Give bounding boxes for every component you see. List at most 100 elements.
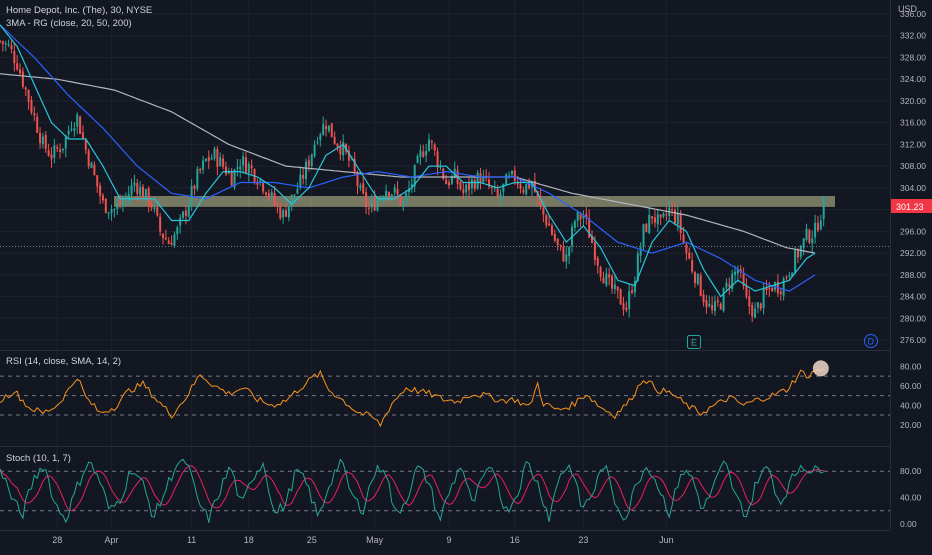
candle-body[interactable] xyxy=(153,207,156,209)
candle-body[interactable] xyxy=(282,210,285,218)
candle-body[interactable] xyxy=(313,144,316,157)
candle-body[interactable] xyxy=(159,216,162,232)
candle-body[interactable] xyxy=(61,148,64,151)
candle-body[interactable] xyxy=(187,205,190,217)
candle-body[interactable] xyxy=(459,182,462,190)
candle-body[interactable] xyxy=(762,288,765,309)
candle-body[interactable] xyxy=(742,274,745,287)
candle-body[interactable] xyxy=(482,175,485,183)
candle-body[interactable] xyxy=(496,188,499,197)
candle-body[interactable] xyxy=(582,215,585,219)
candle-body[interactable] xyxy=(247,163,250,174)
candle-body[interactable] xyxy=(184,210,187,216)
candle-body[interactable] xyxy=(50,154,53,160)
candle-body[interactable] xyxy=(210,157,213,160)
candle-body[interactable] xyxy=(119,202,122,205)
candle-body[interactable] xyxy=(330,123,333,138)
candle-body[interactable] xyxy=(267,193,270,197)
candle-body[interactable] xyxy=(33,113,36,116)
candle-body[interactable] xyxy=(779,291,782,294)
candle-body[interactable] xyxy=(19,69,22,74)
candle-body[interactable] xyxy=(608,274,611,278)
support-zone[interactable] xyxy=(114,196,835,207)
candle-body[interactable] xyxy=(559,244,562,246)
candle-body[interactable] xyxy=(347,150,350,161)
candle-body[interactable] xyxy=(671,209,674,211)
candle-body[interactable] xyxy=(736,269,739,274)
candle-body[interactable] xyxy=(333,136,336,144)
candle-body[interactable] xyxy=(488,179,491,187)
candle-body[interactable] xyxy=(662,213,665,217)
candle-body[interactable] xyxy=(365,192,368,207)
candle-body[interactable] xyxy=(236,167,239,169)
candle-body[interactable] xyxy=(796,250,799,258)
candle-body[interactable] xyxy=(439,167,442,169)
candle-body[interactable] xyxy=(213,148,216,159)
candle-body[interactable] xyxy=(731,273,734,289)
candle-body[interactable] xyxy=(233,169,236,188)
candle-body[interactable] xyxy=(262,181,265,192)
candle-body[interactable] xyxy=(568,247,571,257)
candle-body[interactable] xyxy=(359,185,362,189)
candle-body[interactable] xyxy=(442,168,445,179)
candle-body[interactable] xyxy=(708,303,711,306)
candle-body[interactable] xyxy=(21,71,24,87)
candle-body[interactable] xyxy=(87,150,90,167)
candle-body[interactable] xyxy=(127,194,130,200)
candle-body[interactable] xyxy=(59,149,62,153)
candle-body[interactable] xyxy=(73,128,76,131)
candle-body[interactable] xyxy=(216,149,219,167)
candle-body[interactable] xyxy=(693,272,696,284)
candle-body[interactable] xyxy=(545,215,548,226)
candle-body[interactable] xyxy=(636,253,639,282)
candle-body[interactable] xyxy=(150,204,153,208)
candle-body[interactable] xyxy=(259,180,262,183)
candle-body[interactable] xyxy=(436,151,439,168)
candle-body[interactable] xyxy=(714,301,716,311)
candle-body[interactable] xyxy=(771,287,774,292)
candle-body[interactable] xyxy=(622,303,625,310)
candle-body[interactable] xyxy=(39,133,42,144)
candle-body[interactable] xyxy=(156,207,159,216)
candle-body[interactable] xyxy=(190,186,193,205)
candle-body[interactable] xyxy=(633,280,636,293)
candle-body[interactable] xyxy=(808,229,811,243)
candle-body[interactable] xyxy=(41,136,44,144)
candle-body[interactable] xyxy=(27,89,30,102)
candle-body[interactable] xyxy=(539,195,542,207)
candle-body[interactable] xyxy=(542,207,545,215)
candle-body[interactable] xyxy=(573,221,576,228)
candle-body[interactable] xyxy=(768,288,771,290)
candle-body[interactable] xyxy=(516,182,519,185)
candle-body[interactable] xyxy=(705,300,708,308)
candle-body[interactable] xyxy=(96,175,99,187)
candle-body[interactable] xyxy=(387,192,390,198)
candle-body[interactable] xyxy=(748,296,751,307)
rsi-indicator-label[interactable]: RSI (14, close, SMA, 14, 2) xyxy=(6,356,121,367)
candle-body[interactable] xyxy=(593,242,596,260)
candle-body[interactable] xyxy=(722,288,725,311)
candle-body[interactable] xyxy=(36,116,39,133)
candle-body[interactable] xyxy=(811,238,814,244)
candle-body[interactable] xyxy=(576,212,579,221)
candle-body[interactable] xyxy=(299,174,302,188)
candle-body[interactable] xyxy=(239,166,242,170)
candle-body[interactable] xyxy=(204,158,207,161)
candle-body[interactable] xyxy=(765,287,768,291)
candle-body[interactable] xyxy=(445,179,448,185)
candle-body[interactable] xyxy=(499,193,502,198)
stoch-layer[interactable] xyxy=(0,458,890,524)
candle-body[interactable] xyxy=(67,130,70,135)
candle-body[interactable] xyxy=(93,164,96,175)
candle-body[interactable] xyxy=(339,146,342,155)
candle-body[interactable] xyxy=(399,194,402,205)
candle-body[interactable] xyxy=(711,305,714,311)
candle-body[interactable] xyxy=(110,209,113,213)
candle-body[interactable] xyxy=(47,150,50,156)
candle-body[interactable] xyxy=(759,303,762,309)
candle-body[interactable] xyxy=(202,160,205,170)
candle-body[interactable] xyxy=(79,116,82,134)
candle-body[interactable] xyxy=(553,233,556,241)
ma-indicator-label[interactable]: 3MA - RG (close, 20, 50, 200) xyxy=(6,18,132,29)
